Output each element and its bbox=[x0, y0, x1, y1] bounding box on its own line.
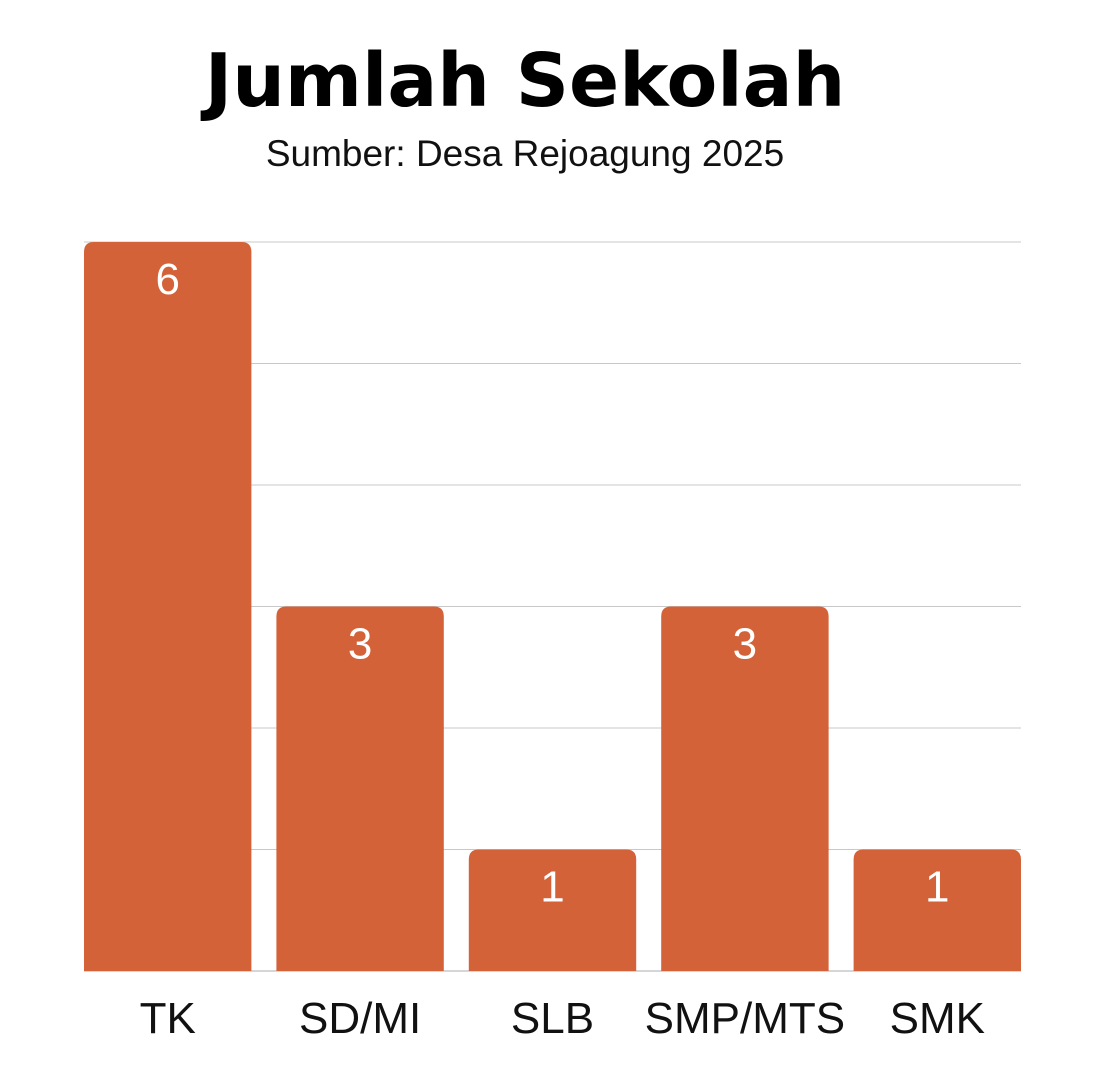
x-tick-label: TK bbox=[140, 994, 196, 1043]
bar-smk bbox=[853, 849, 1021, 971]
bar-sd-mi bbox=[276, 606, 444, 971]
x-axis-tick-labels: TK SD/MI SLB SMP/MTS SMK bbox=[140, 994, 985, 1043]
data-label: 1 bbox=[925, 863, 949, 912]
data-labels: 6 3 1 3 1 bbox=[155, 255, 949, 912]
chart-subtitle: Sumber: Desa Rejoagung 2025 bbox=[265, 133, 785, 174]
x-tick-label: SLB bbox=[511, 994, 594, 1043]
x-tick-label: SMP/MTS bbox=[645, 994, 845, 1043]
x-tick-label: SMK bbox=[890, 994, 985, 1043]
bar-smp-mts bbox=[661, 606, 829, 971]
data-label: 6 bbox=[155, 255, 179, 304]
bars bbox=[84, 242, 1021, 971]
data-label: 3 bbox=[733, 620, 757, 669]
bar-slb bbox=[468, 849, 637, 971]
data-label: 1 bbox=[540, 863, 564, 912]
bar-tk bbox=[84, 242, 252, 971]
data-label: 3 bbox=[348, 620, 372, 669]
x-tick-label: SD/MI bbox=[299, 994, 421, 1043]
chart-title: Jumlah Sekolah bbox=[204, 38, 846, 124]
